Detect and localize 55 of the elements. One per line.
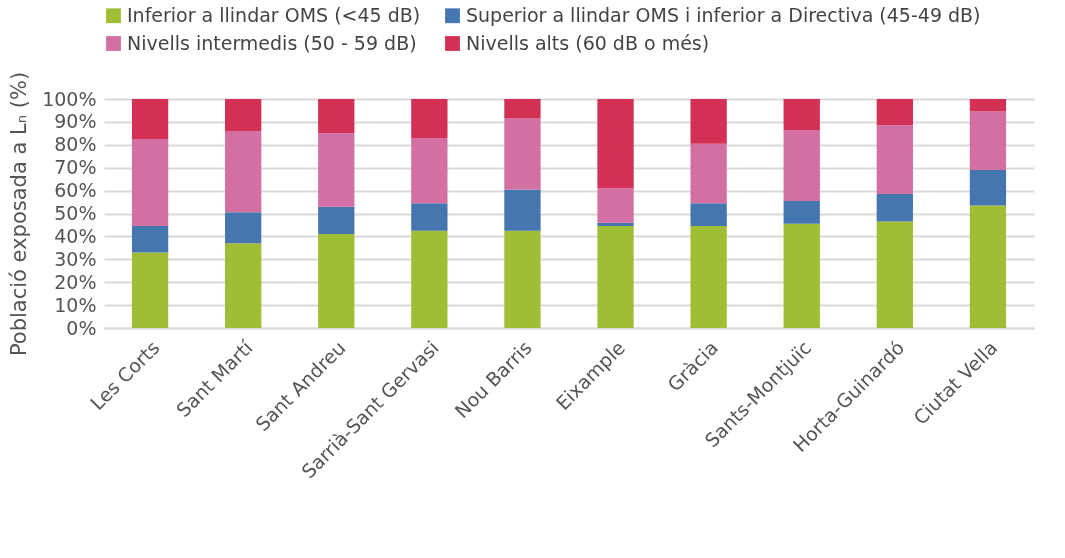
bar [225,99,262,132]
bar [690,203,727,227]
bar [690,143,727,204]
bar [131,226,169,253]
y-tick-label: 70% [54,156,97,179]
y-tick-label: 20% [54,270,97,293]
bar [876,221,913,328]
bar [225,131,262,213]
bar [318,133,355,207]
bar [876,99,913,126]
bar [597,226,634,328]
y-tick-label: 60% [54,179,97,202]
bar [690,99,727,144]
bar [225,212,262,244]
bar [876,194,913,222]
bar [783,223,820,328]
bar [690,226,727,328]
bar [504,99,541,119]
y-tick-label: 40% [54,224,97,247]
legend-label: Superior a llindar OMS i inferior a Directiva (45-49 dB) [466,3,981,26]
bar [504,230,541,328]
bar [318,206,355,235]
bar [411,203,448,231]
bar [969,169,1007,206]
y-tick-label: 10% [54,293,97,316]
y-tick-label: 30% [54,247,97,270]
bar [597,188,634,223]
y-tick-label: 80% [54,133,97,156]
bar [504,189,541,231]
bar [131,252,169,328]
bar [969,205,1007,328]
bar [411,137,448,204]
y-tick-label: 90% [54,110,97,133]
y-tick-label: 0% [66,316,97,339]
legend-label: Inferior a llindar OMS (<45 dB) [127,3,421,26]
bar [131,139,169,227]
y-tick-label: 100% [42,87,97,110]
bar [783,99,820,130]
bar [131,99,169,140]
y-axis-title: Població exposada a Lₙ (%) [7,71,32,357]
bar [876,125,913,195]
bar [783,200,820,224]
bar [318,234,355,328]
bar [411,230,448,328]
bar [318,99,355,134]
bar [969,111,1007,170]
bar [411,99,448,138]
bar [504,118,541,190]
bar [783,129,820,201]
bar [597,99,634,189]
legend-label: Nivells alts (60 dB o més) [466,31,710,54]
legend-label: Nivells intermedis (50 - 59 dB) [127,31,417,54]
bar [969,99,1007,112]
y-tick-label: 50% [54,202,97,224]
bar [225,243,262,328]
